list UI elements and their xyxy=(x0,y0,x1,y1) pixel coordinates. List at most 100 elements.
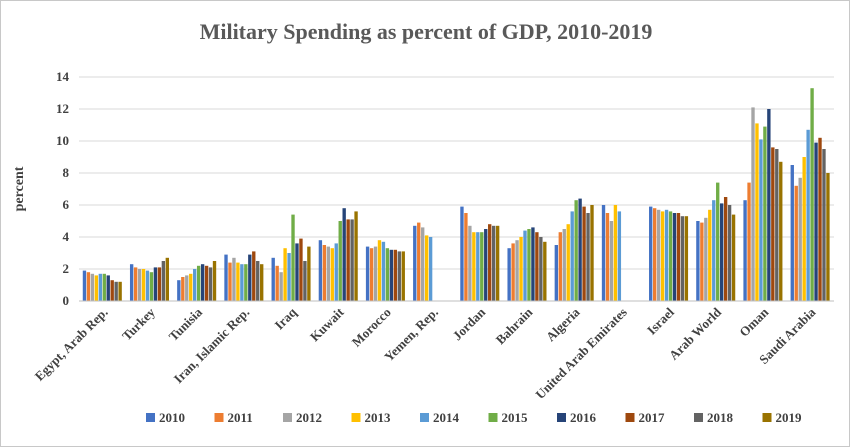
bar xyxy=(401,251,405,301)
bar xyxy=(224,254,228,301)
bar xyxy=(212,261,217,301)
bar xyxy=(106,275,110,301)
bar xyxy=(373,246,378,301)
bar xyxy=(775,149,779,301)
bar xyxy=(601,205,606,301)
bar xyxy=(716,182,720,301)
bar xyxy=(790,165,794,301)
x-tick-label: Kuwait xyxy=(307,304,347,344)
y-tick-label: 2 xyxy=(63,261,70,276)
bar xyxy=(464,213,468,301)
legend-swatch xyxy=(488,413,498,422)
legend-swatch xyxy=(694,413,703,422)
bar xyxy=(322,245,327,301)
bar xyxy=(484,229,488,301)
bar xyxy=(668,211,673,301)
bar xyxy=(574,200,578,301)
y-tick-label: 14 xyxy=(56,69,70,84)
bar xyxy=(200,264,205,301)
bar xyxy=(582,206,586,301)
bar xyxy=(189,273,193,301)
legend-label: 2015 xyxy=(502,410,529,425)
bar xyxy=(562,229,566,301)
bar xyxy=(244,264,248,301)
bar xyxy=(719,203,724,301)
bar xyxy=(428,237,433,301)
bar xyxy=(507,248,511,301)
bar xyxy=(161,261,166,301)
bar xyxy=(256,261,260,301)
bar xyxy=(385,248,390,301)
bar xyxy=(826,173,830,301)
bar xyxy=(810,88,814,301)
x-tick-label: Israel xyxy=(644,304,677,337)
bar xyxy=(193,269,197,301)
legend-label: 2018 xyxy=(707,410,734,425)
bar xyxy=(204,265,209,301)
bar xyxy=(605,213,610,301)
x-tick-label: United Arab Emirates xyxy=(532,305,629,402)
bar xyxy=(743,200,747,301)
bar xyxy=(480,232,484,301)
bar xyxy=(326,246,331,301)
bar xyxy=(822,149,826,301)
bar xyxy=(334,243,338,301)
bar xyxy=(338,221,342,301)
bar xyxy=(472,232,476,301)
y-tick-label: 8 xyxy=(63,165,70,180)
legend: 2010 2011 2012 2013 2014 2015 2016 2017 2018 2019 xyxy=(146,410,802,425)
bar xyxy=(696,221,700,301)
bar xyxy=(365,246,370,301)
bar xyxy=(570,211,574,301)
legend-swatch xyxy=(625,413,635,422)
bar xyxy=(558,232,562,301)
legend-swatch xyxy=(283,413,292,422)
bar xyxy=(318,240,323,301)
bar xyxy=(114,281,118,301)
bar xyxy=(684,216,689,301)
legend-swatch xyxy=(420,413,429,422)
bar xyxy=(153,267,158,301)
x-tick-label: Algeria xyxy=(543,304,583,344)
legend-label: 2010 xyxy=(159,410,185,425)
legend-label: 2011 xyxy=(228,410,253,425)
bar xyxy=(303,261,307,301)
bar xyxy=(476,232,480,301)
bar xyxy=(381,241,386,301)
bar xyxy=(818,137,822,301)
bar xyxy=(578,198,582,301)
bar xyxy=(287,253,291,301)
y-axis-label: percent xyxy=(12,166,27,211)
bar xyxy=(731,214,736,301)
bar xyxy=(543,241,547,301)
bar xyxy=(672,213,677,301)
bar xyxy=(295,243,299,301)
bar xyxy=(723,197,728,301)
bar xyxy=(350,219,354,301)
legend-label: 2019 xyxy=(776,410,803,425)
x-tick-label: Oman xyxy=(736,304,772,340)
bar xyxy=(491,225,496,301)
bar xyxy=(98,273,102,301)
bar xyxy=(468,225,472,301)
bar xyxy=(236,262,240,301)
bar xyxy=(145,270,150,301)
bar xyxy=(279,272,283,301)
bar xyxy=(307,246,311,301)
bar xyxy=(110,280,114,301)
legend-swatch xyxy=(214,413,224,422)
bar xyxy=(141,269,146,301)
bar xyxy=(798,177,802,301)
bar xyxy=(377,240,382,301)
bar xyxy=(700,222,704,301)
x-tick-label: Iraq xyxy=(271,304,300,333)
bar xyxy=(712,200,716,301)
x-tick-label: Arab World xyxy=(666,304,725,363)
bar xyxy=(330,248,334,301)
bar xyxy=(664,209,669,301)
bar xyxy=(283,248,287,301)
bar xyxy=(527,229,531,301)
